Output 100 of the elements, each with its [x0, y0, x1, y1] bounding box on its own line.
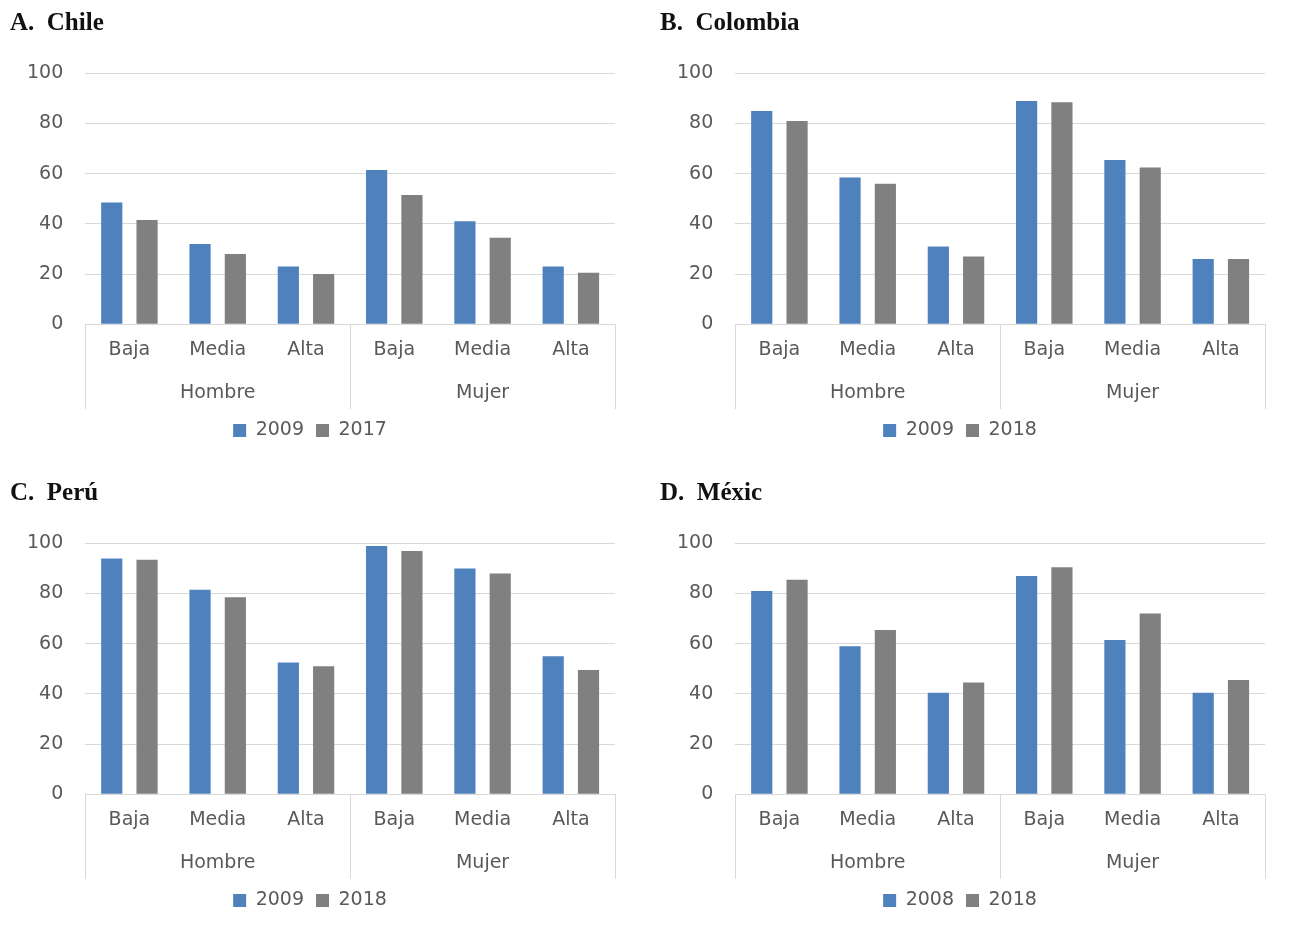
- x-tick-label: Media: [189, 806, 247, 829]
- bar: [839, 177, 861, 324]
- legend-label: 2009: [255, 887, 305, 910]
- text: Hombre: [179, 849, 256, 872]
- bar: [189, 589, 211, 794]
- bar: [277, 266, 299, 324]
- text: Hombre: [829, 849, 906, 872]
- x-tick-label: Alta: [287, 806, 325, 829]
- bar: [224, 253, 246, 324]
- bar: [1139, 613, 1161, 794]
- y-tick-label: 100: [27, 530, 64, 553]
- y-tick-label: 0: [51, 781, 64, 804]
- x-tick-label: Alta: [552, 336, 590, 359]
- bar: [313, 666, 335, 794]
- bar: [454, 568, 476, 794]
- y-tick-label: 40: [689, 210, 714, 233]
- bar: [1016, 100, 1038, 324]
- bar: [542, 266, 564, 324]
- bar: [963, 256, 985, 324]
- bar: [839, 646, 861, 794]
- bar: [489, 237, 511, 324]
- y-tick-label: 0: [701, 781, 714, 804]
- y-tick-label: 60: [689, 160, 714, 183]
- bar: [542, 656, 564, 794]
- y-tick-label: 60: [39, 160, 64, 183]
- bar: [577, 670, 600, 794]
- y-tick-label: 100: [677, 60, 714, 83]
- bar: [101, 202, 123, 324]
- chart-title: B. Colombia: [660, 8, 801, 37]
- x-tick-label: Baja: [1023, 806, 1066, 829]
- x-tick-label: Alta: [1202, 336, 1240, 359]
- chart-title: C. Perú: [10, 478, 100, 507]
- y-tick-label: 20: [689, 730, 714, 753]
- x-tick-label: Baja: [1023, 336, 1066, 359]
- bar: [1016, 576, 1038, 794]
- bar: [401, 550, 423, 794]
- x-tick-label: Baja: [108, 336, 151, 359]
- bar: [1139, 167, 1161, 324]
- legend-label: 2009: [255, 417, 305, 440]
- legend-label: 2018: [338, 887, 387, 910]
- bar: [366, 545, 388, 794]
- y-tick-label: 0: [701, 311, 714, 334]
- x-tick-label: Media: [839, 806, 897, 829]
- legend-label: 2017: [338, 417, 387, 440]
- chart-title: A. Chile: [10, 8, 105, 37]
- y-tick-label: 80: [689, 580, 714, 603]
- y-tick-label: 100: [27, 60, 64, 83]
- x-tick-label: Baja: [758, 806, 801, 829]
- legend-label: 2008: [905, 887, 955, 910]
- y-tick-label: 80: [39, 110, 64, 133]
- bar: [1051, 102, 1073, 324]
- y-tick-label: 60: [689, 630, 714, 653]
- bar: [927, 692, 949, 794]
- x-tick-label: Baja: [108, 806, 151, 829]
- bar: [454, 221, 476, 324]
- bar: [366, 169, 388, 324]
- bar: [1104, 159, 1126, 324]
- bar: [189, 243, 211, 324]
- x-tick-label: Alta: [552, 806, 590, 829]
- x-tick-label: Media: [1104, 336, 1162, 359]
- bar: [313, 274, 335, 324]
- text: Mujer: [1105, 849, 1160, 872]
- y-tick-label: 60: [39, 630, 64, 653]
- x-tick-label: Media: [454, 336, 512, 359]
- bar: [786, 579, 808, 794]
- chart-title: D. Méxic: [660, 478, 764, 507]
- text: Hombre: [179, 379, 256, 402]
- bar: [1227, 258, 1250, 324]
- text: Mujer: [455, 379, 510, 402]
- y-tick-label: 40: [39, 210, 64, 233]
- legend-label: 2018: [988, 417, 1037, 440]
- y-tick-label: 100: [677, 530, 714, 553]
- x-tick-label: Media: [839, 336, 897, 359]
- x-tick-label: Media: [454, 806, 512, 829]
- bar: [1227, 680, 1250, 794]
- text: Mujer: [455, 849, 510, 872]
- bar: [963, 682, 985, 794]
- x-tick-label: Media: [189, 336, 247, 359]
- y-tick-label: 20: [39, 260, 64, 283]
- bar: [1051, 567, 1073, 794]
- bar: [874, 183, 896, 324]
- bar: [874, 629, 896, 794]
- text: Hombre: [829, 379, 906, 402]
- bar: [401, 195, 423, 324]
- y-tick-label: 80: [689, 110, 714, 133]
- bar: [751, 591, 773, 794]
- bar: [224, 597, 246, 794]
- bar: [136, 559, 158, 794]
- y-tick-label: 80: [39, 580, 64, 603]
- bar: [1192, 692, 1214, 794]
- x-tick-label: Baja: [373, 336, 416, 359]
- x-tick-label: Baja: [758, 336, 801, 359]
- x-tick-label: Alta: [1202, 806, 1240, 829]
- bar: [751, 111, 773, 324]
- bar: [489, 573, 511, 794]
- y-tick-label: 40: [39, 680, 64, 703]
- bar: [1192, 258, 1214, 324]
- text: Mujer: [1105, 379, 1160, 402]
- bar: [786, 121, 808, 324]
- x-tick-label: Baja: [373, 806, 416, 829]
